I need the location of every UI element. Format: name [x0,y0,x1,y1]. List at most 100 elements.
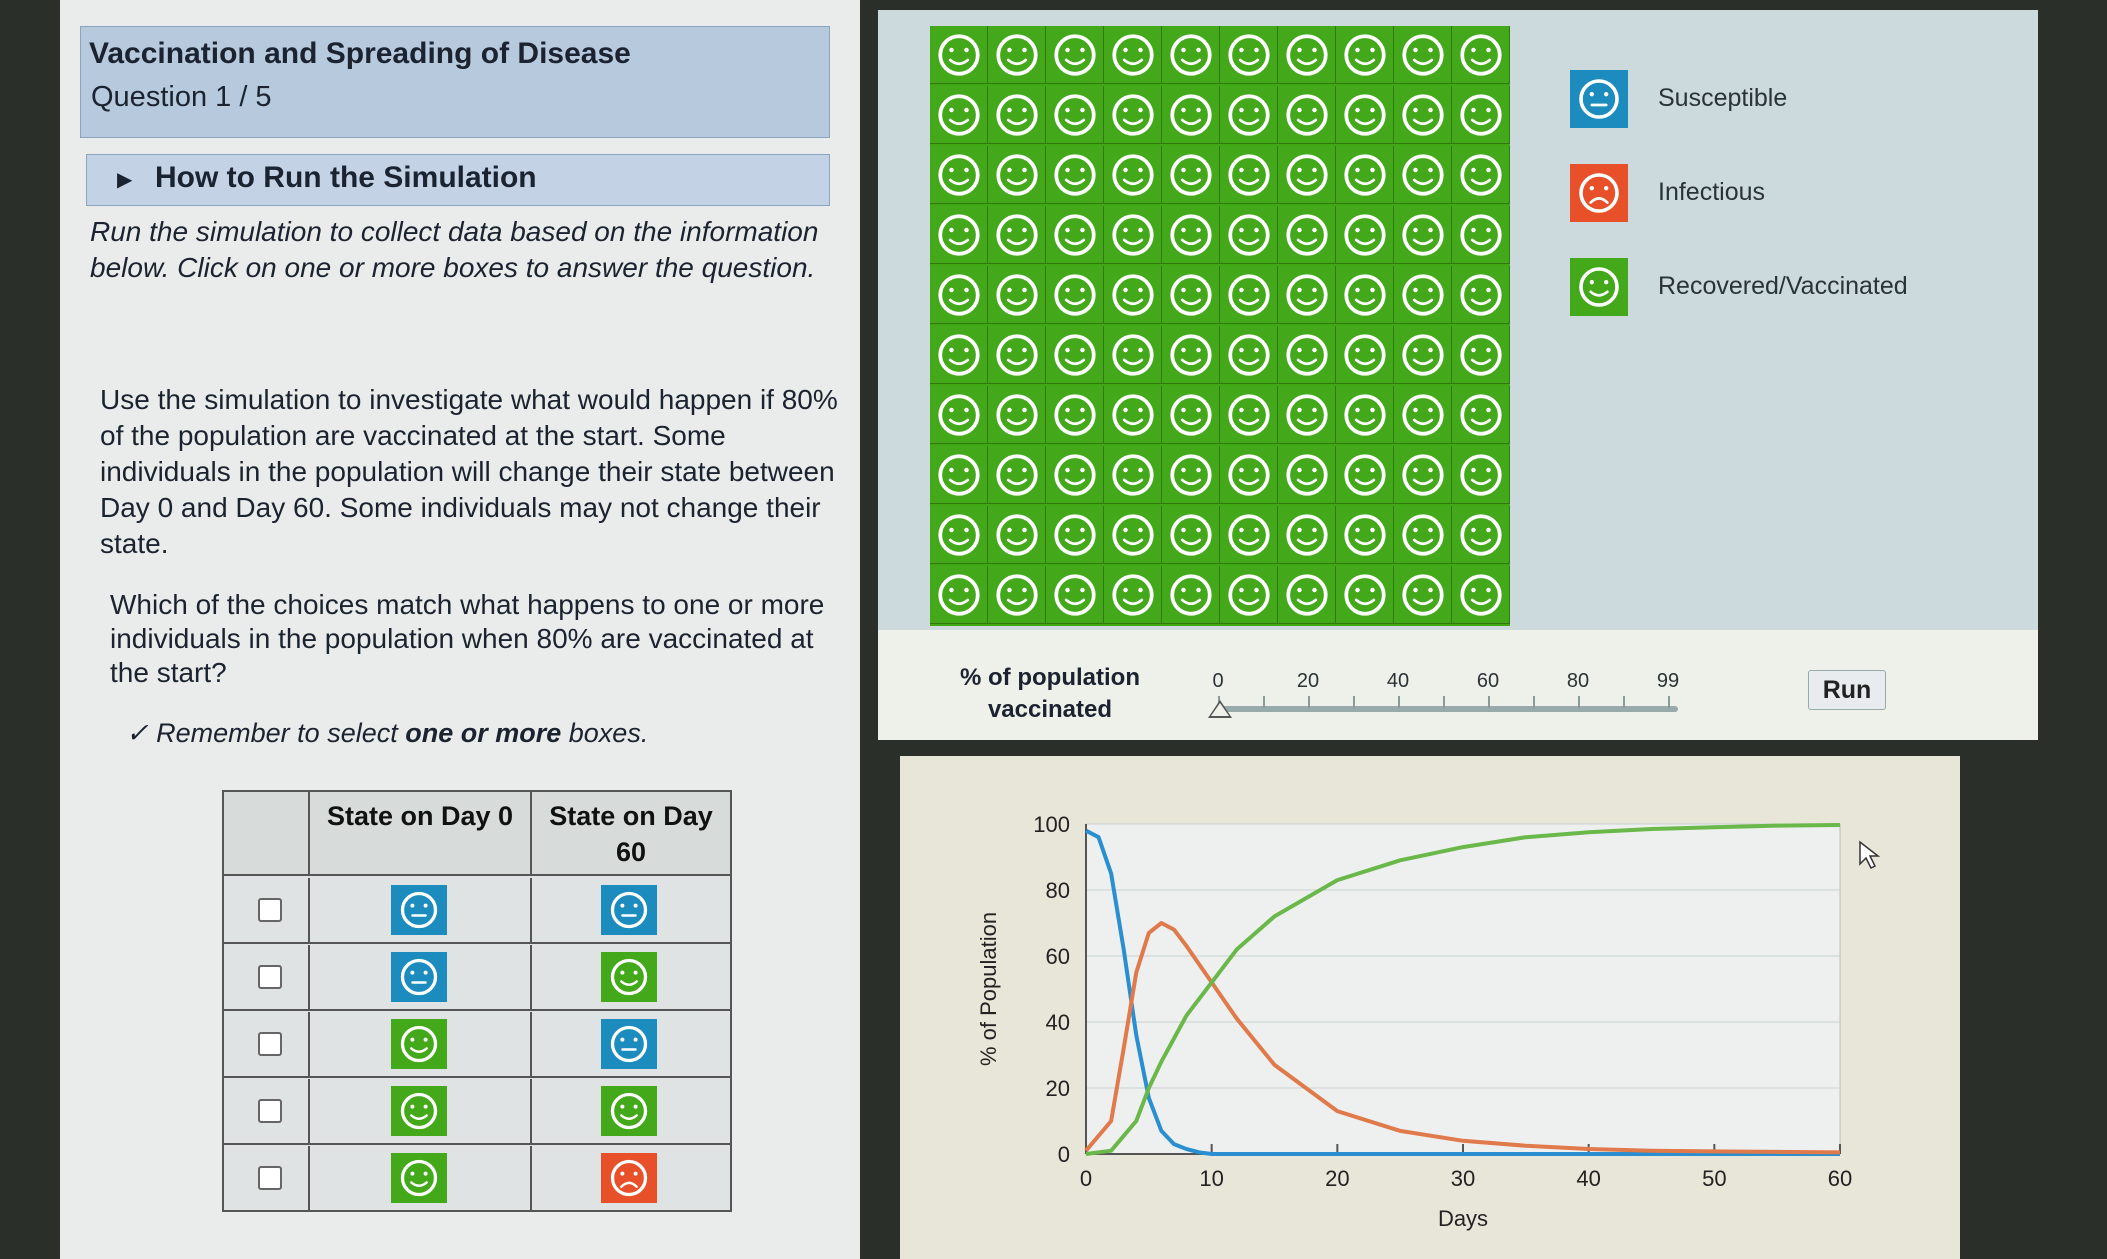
state-icon-recovered [601,952,657,1002]
population-cell [1394,206,1452,264]
legend-label: Susceptible [1658,84,1788,112]
x-tick-label: 40 [1576,1166,1600,1191]
answer-checkbox[interactable] [258,1099,282,1123]
population-cell [1104,206,1162,264]
how-to-run-label: How to Run the Simulation [155,161,537,194]
run-button[interactable]: Run [1808,670,1886,710]
happy-face-icon [1112,514,1154,556]
happy-face-icon [938,454,980,496]
population-cell [988,446,1046,504]
check-icon: ✓ [126,718,149,748]
x-tick-label: 0 [1080,1166,1092,1191]
happy-face-icon [1402,334,1444,376]
scenario-text: Use the simulation to investigate what w… [100,384,838,559]
x-tick-label: 10 [1199,1166,1223,1191]
population-cell [1336,86,1394,144]
population-cell [1452,386,1510,444]
happy-face-icon [1344,514,1386,556]
population-cell [1162,146,1220,204]
happy-face-icon [1054,214,1096,256]
legend-swatch [1570,258,1628,316]
happy-face-icon [1344,34,1386,76]
happy-face-icon [1460,154,1502,196]
legend-label: Infectious [1658,178,1766,206]
vaccination-slider-track[interactable] [1218,706,1678,712]
population-cell [1336,326,1394,384]
happy-face-icon [1344,334,1386,376]
population-cell [930,146,988,204]
happy-face-icon [1228,214,1270,256]
neutral-face-icon [400,891,438,929]
happy-face-icon [1112,334,1154,376]
happy-face-icon [1286,334,1328,376]
happy-face-icon [1228,94,1270,136]
y-tick-label: 60 [1046,944,1070,969]
happy-face-icon [1112,574,1154,616]
happy-face-icon [1228,334,1270,376]
answer-row[interactable] [224,945,730,1011]
population-cell [1452,26,1510,84]
happy-face-icon [1286,514,1328,556]
population-cell [930,86,988,144]
population-cell [1452,506,1510,564]
happy-face-icon [1170,574,1212,616]
population-cell [1452,86,1510,144]
happy-face-icon [1112,94,1154,136]
population-cell [930,446,988,504]
happy-face-icon [1112,454,1154,496]
happy-face-icon [1460,454,1502,496]
happy-face-icon [610,1092,648,1130]
answer-checkbox[interactable] [258,965,282,989]
slider-tick [1578,696,1580,708]
x-axis-label: Days [1438,1206,1488,1231]
state-icon-susceptible [601,1019,657,1069]
state-icon-susceptible [391,952,447,1002]
answer-row[interactable] [224,1012,730,1078]
population-cell [1278,446,1336,504]
population-cell [1162,566,1220,624]
happy-face-icon [1170,514,1212,556]
happy-face-icon [1228,514,1270,556]
happy-face-icon [1112,34,1154,76]
population-cell [1394,446,1452,504]
population-cell [1104,446,1162,504]
state-icon-infectious [601,1153,657,1203]
answer-checkbox[interactable] [258,1032,282,1056]
happy-face-icon [1344,574,1386,616]
x-tick-label: 20 [1325,1166,1349,1191]
population-cell [1394,326,1452,384]
happy-face-icon [1402,514,1444,556]
cell-divider [530,1012,532,1078]
neutral-face-icon [400,958,438,996]
happy-face-icon [938,34,980,76]
happy-face-icon [1286,394,1328,436]
happy-face-icon [1286,154,1328,196]
happy-face-icon [1054,94,1096,136]
page-title: Vaccination and Spreading of Disease [89,37,631,70]
happy-face-icon [938,154,980,196]
happy-face-icon [1112,394,1154,436]
slider-tick-label: 99 [1656,670,1680,692]
answer-checkbox[interactable] [258,1166,282,1190]
population-cell [1162,326,1220,384]
answer-row[interactable] [224,1146,730,1212]
happy-face-icon [1054,454,1096,496]
vaccination-slider-thumb[interactable] [1208,700,1232,718]
happy-face-icon [1286,94,1328,136]
population-cell [1278,506,1336,564]
happy-face-icon [1460,574,1502,616]
happy-face-icon [938,574,980,616]
answer-checkbox[interactable] [258,898,282,922]
how-to-run-toggle[interactable]: ▶ How to Run the Simulation [86,154,830,206]
answer-row[interactable] [224,1079,730,1145]
happy-face-icon [1402,274,1444,316]
population-cell [1394,146,1452,204]
population-cell [1336,566,1394,624]
population-cell [1162,386,1220,444]
header-day0: State on Day 0 [308,792,530,876]
happy-face-icon [1054,334,1096,376]
population-cell [1278,26,1336,84]
population-cell [1046,206,1104,264]
happy-face-icon [400,1092,438,1130]
answer-row[interactable] [224,878,730,944]
